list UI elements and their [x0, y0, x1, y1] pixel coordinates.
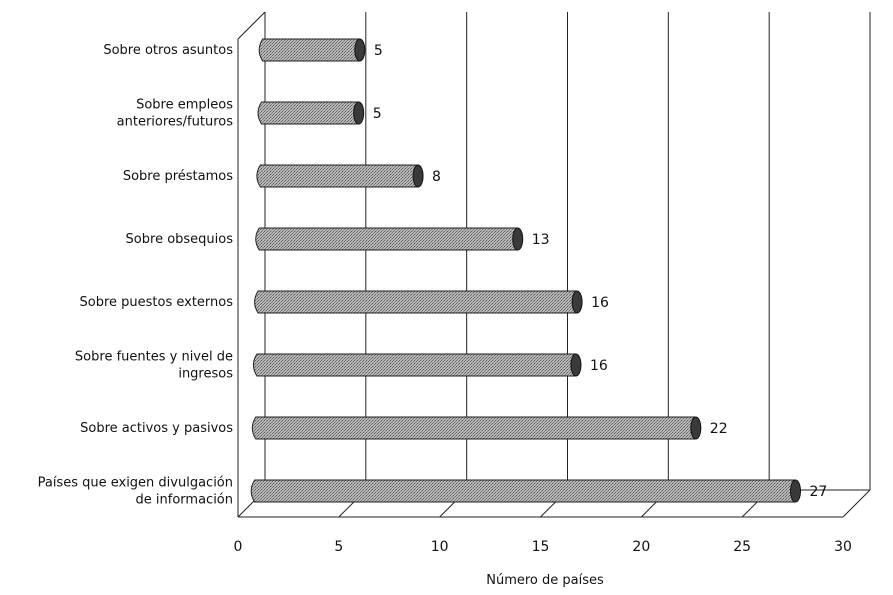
grid-layer: [237, 11, 871, 518]
category-label-0: Sobre otros asuntos: [103, 43, 233, 58]
x-tick-label-5: 5: [334, 539, 343, 555]
category-label-4: Sobre puestos externos: [79, 295, 233, 310]
x-tick-label-30: 30: [834, 539, 852, 555]
x-tick-label-20: 20: [632, 539, 650, 555]
bar-cap-5: [570, 353, 582, 377]
x-tick-label-25: 25: [733, 539, 751, 555]
bar-cap-3: [512, 227, 524, 251]
category-label-6: Sobre activos y pasivos: [80, 421, 233, 436]
x-tick-label-15: 15: [532, 539, 550, 555]
category-label-1: Sobre empleos anteriores/futuros: [117, 98, 234, 130]
bar-1: [257, 101, 360, 125]
bar-cap-1: [353, 101, 365, 125]
category-label-2: Sobre préstamos: [123, 169, 233, 184]
data-label-3: 13: [532, 232, 550, 248]
bar-cap-7: [790, 479, 801, 503]
bar-3: [255, 227, 519, 251]
bar-6: [251, 416, 697, 440]
bar-2: [256, 164, 419, 188]
bar-cap-2: [412, 164, 424, 188]
data-label-2: 8: [432, 169, 441, 185]
category-label-7: Países que exigen divulgación de informac…: [38, 476, 233, 508]
labels-layer: 0 5 10 15 20 25 30 5 Sobre otros asuntos 5 Sobre e…: [38, 43, 852, 555]
bar-0: [258, 38, 361, 62]
bar-cap-0: [354, 38, 366, 62]
data-label-6: 22: [710, 421, 728, 437]
x-tick-label-0: 0: [234, 539, 243, 555]
bar-7: [250, 479, 796, 503]
category-label-3: Sobre obsequios: [126, 232, 234, 247]
bar-cap-6: [690, 416, 702, 440]
data-label-7: 27: [810, 484, 828, 500]
bar-cap-4: [571, 290, 583, 314]
x-axis-title: Número de países: [486, 573, 604, 588]
category-label-5: Sobre fuentes y nivel de ingresos: [75, 350, 233, 382]
side-wall-top-edge: [237, 11, 266, 40]
data-label-1: 5: [373, 106, 382, 122]
data-label-4: 16: [591, 295, 609, 311]
data-label-0: 5: [374, 43, 383, 59]
bars-layer: [250, 38, 801, 503]
x-tick-label-10: 10: [431, 539, 449, 555]
floor-line-30: [842, 489, 871, 518]
data-label-5: 16: [590, 358, 608, 374]
bar-4: [254, 290, 578, 314]
bar-5: [252, 353, 577, 377]
